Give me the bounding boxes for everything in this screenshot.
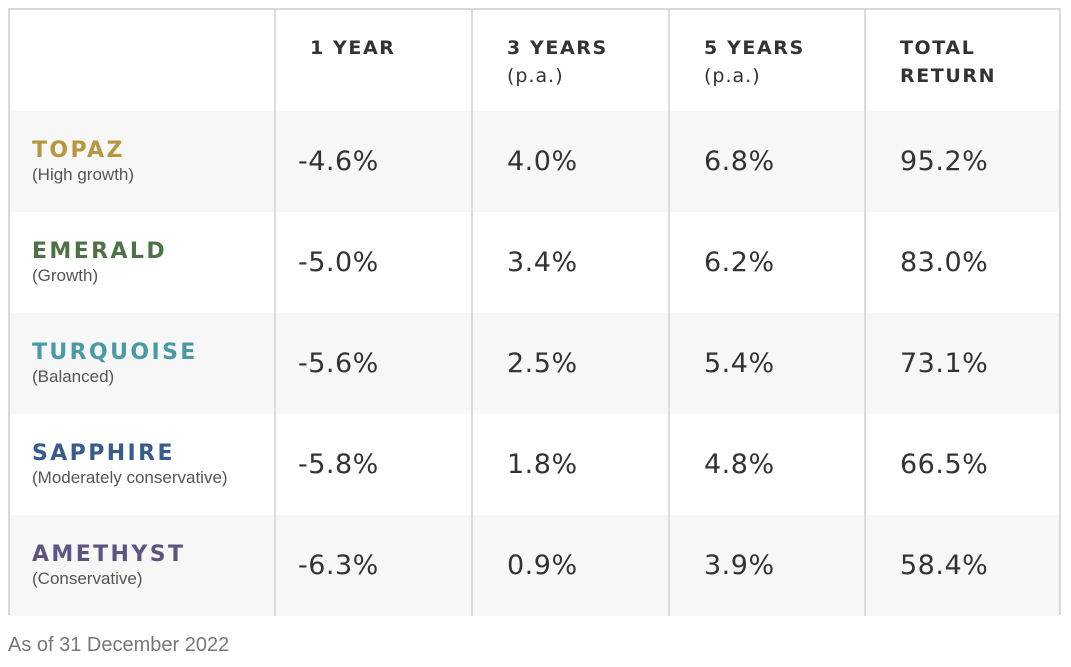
header-5-years: 5 YEARS (p.a.) (668, 10, 865, 111)
table-row: TURQUOISE (Balanced) -5.6% 2.5% 5.4% 73.… (10, 313, 1059, 414)
header-3-years: 3 YEARS (p.a.) (471, 10, 669, 111)
fund-name: SAPPHIRE (32, 440, 175, 466)
fund-description: (Conservative) (32, 568, 143, 588)
as-of-date-note: As of 31 December 2022 (8, 634, 230, 656)
fund-description: (High growth) (32, 164, 135, 184)
five-years-value: 3.9% (668, 515, 865, 616)
table-row: AMETHYST (Conservative) -6.3% 0.9% 3.9% … (10, 515, 1059, 616)
header-total-return: TOTAL RETURN (864, 10, 1059, 111)
fund-name-cell: AMETHYST (Conservative) (10, 515, 275, 616)
total-return-value: 73.1% (864, 313, 1059, 414)
fund-name-cell: SAPPHIRE (Moderately conservative) (10, 414, 275, 515)
table-row: TOPAZ (High growth) -4.6% 4.0% 6.8% 95.2… (10, 111, 1059, 212)
total-return-value: 66.5% (864, 414, 1059, 515)
fund-name-cell: EMERALD (Growth) (10, 212, 275, 313)
one-year-value: -6.3% (274, 515, 472, 616)
total-return-value: 58.4% (864, 515, 1059, 616)
fund-name: TURQUOISE (32, 339, 198, 365)
three-years-value: 1.8% (471, 414, 669, 515)
header-fund-column (10, 10, 275, 111)
fund-returns-table: 1 YEAR 3 YEARS (p.a.) 5 YEARS (p.a.) TOT… (10, 10, 1059, 616)
three-years-value: 4.0% (471, 111, 669, 212)
five-years-value: 5.4% (668, 313, 865, 414)
fund-description: (Balanced) (32, 366, 115, 386)
table-row: EMERALD (Growth) -5.0% 3.4% 6.2% 83.0% (10, 212, 1059, 313)
one-year-value: -5.8% (274, 414, 472, 515)
header-1-year: 1 YEAR (274, 10, 472, 111)
fund-name: EMERALD (32, 238, 167, 264)
one-year-value: -5.6% (274, 313, 472, 414)
fund-name: AMETHYST (32, 541, 186, 567)
three-years-value: 3.4% (471, 212, 669, 313)
five-years-value: 6.2% (668, 212, 865, 313)
returns-table-container: 1 YEAR 3 YEARS (p.a.) 5 YEARS (p.a.) TOT… (8, 8, 1061, 616)
table-row: SAPPHIRE (Moderately conservative) -5.8%… (10, 414, 1059, 515)
table-header-row: 1 YEAR 3 YEARS (p.a.) 5 YEARS (p.a.) TOT… (10, 10, 1059, 111)
fund-description: (Growth) (32, 265, 99, 285)
one-year-value: -5.0% (274, 212, 472, 313)
fund-name-cell: TOPAZ (High growth) (10, 111, 275, 212)
fund-name-cell: TURQUOISE (Balanced) (10, 313, 275, 414)
fund-name: TOPAZ (32, 137, 125, 163)
three-years-value: 0.9% (471, 515, 669, 616)
one-year-value: -4.6% (274, 111, 472, 212)
header-5-years-sub: (p.a.) (704, 65, 761, 87)
five-years-value: 6.8% (668, 111, 865, 212)
total-return-value: 95.2% (864, 111, 1059, 212)
total-return-value: 83.0% (864, 212, 1059, 313)
three-years-value: 2.5% (471, 313, 669, 414)
five-years-value: 4.8% (668, 414, 865, 515)
fund-description: (Moderately conservative) (32, 467, 228, 487)
header-3-years-sub: (p.a.) (507, 65, 564, 87)
